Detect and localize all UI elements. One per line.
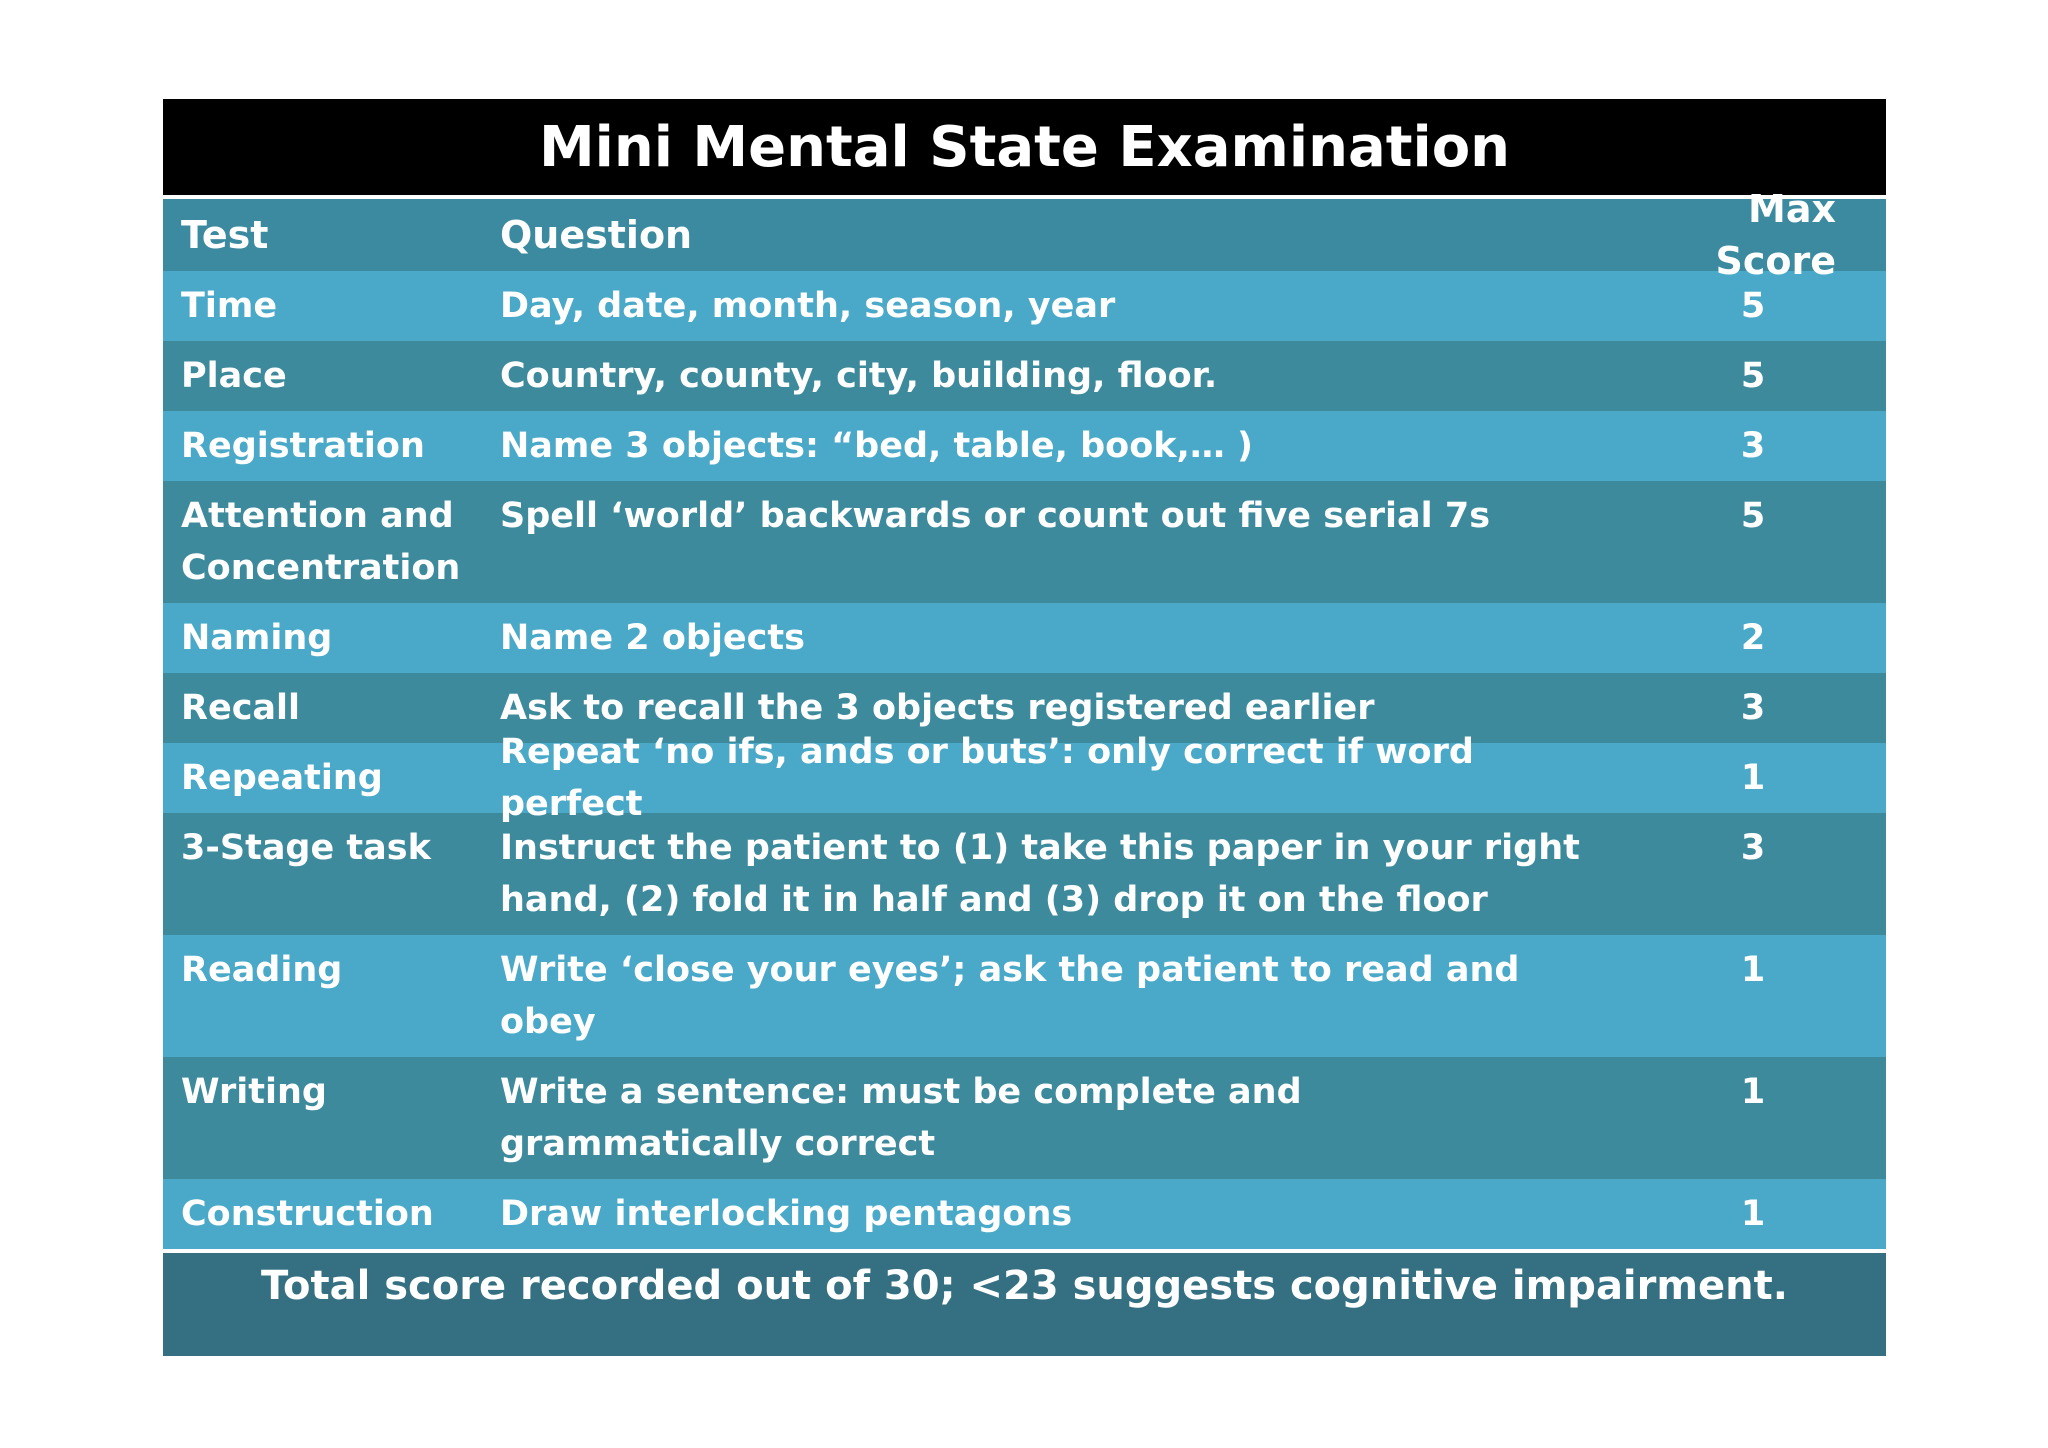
table-header-row: Test Question Max Score xyxy=(163,187,1886,283)
row-test: Construction xyxy=(181,1194,434,1234)
table-row: Registration Name 3 objects: “bed, table… xyxy=(163,411,1886,481)
table-row: Reading Write ‘close your eyes’; ask the… xyxy=(163,935,1886,1057)
table-row: Place Country, county, city, building, f… xyxy=(163,341,1886,411)
row-score: 5 xyxy=(1740,496,1766,536)
row-score: 5 xyxy=(1740,356,1766,396)
table-row: Naming Name 2 objects 2 xyxy=(163,603,1886,673)
row-question: Name 2 objects xyxy=(500,618,805,658)
row-question: Repeat ‘no ifs, ands or buts’: only corr… xyxy=(500,732,1474,824)
row-test: 3-Stage task xyxy=(181,828,431,868)
table-row: Repeating Repeat ‘no ifs, ands or buts’:… xyxy=(163,732,1886,824)
row-question: Ask to recall the 3 objects registered e… xyxy=(500,688,1375,728)
row-question: Spell ‘world’ backwards or count out fiv… xyxy=(500,496,1491,536)
row-score: 3 xyxy=(1740,688,1766,728)
table-row: Writing Write a sentence: must be comple… xyxy=(163,1057,1886,1179)
mmse-table: Test Question Max Score Time Day, date, … xyxy=(163,187,1886,1249)
row-question: Day, date, month, season, year xyxy=(500,286,1116,326)
row-test: Naming xyxy=(181,618,333,658)
row-question: Draw interlocking pentagons xyxy=(500,1194,1073,1234)
mmse-slide: Mini Mental State Examination Test Quest… xyxy=(163,99,1886,1356)
row-score: 3 xyxy=(1740,426,1766,466)
row-score: 1 xyxy=(1740,950,1766,990)
row-score: 1 xyxy=(1740,758,1766,798)
row-score: 1 xyxy=(1740,1194,1766,1234)
row-test: Attention and Concentration xyxy=(181,496,461,588)
row-test: Recall xyxy=(181,688,301,728)
row-question: Write ‘close your eyes’; ask the patient… xyxy=(500,950,1520,1042)
page-title: Mini Mental State Examination xyxy=(163,99,1886,195)
total-score-note: Total score recorded out of 30; <23 sugg… xyxy=(163,1253,1886,1356)
row-test: Repeating xyxy=(181,758,383,798)
row-question: Instruct the patient to (1) take this pa… xyxy=(500,828,1580,920)
row-score: 2 xyxy=(1740,618,1766,658)
row-question: Name 3 objects: “bed, table, book,… ) xyxy=(500,426,1254,466)
row-test: Place xyxy=(181,356,287,396)
row-test: Writing xyxy=(181,1072,327,1112)
row-test: Reading xyxy=(181,950,343,990)
row-test: Registration xyxy=(181,426,425,466)
table-row: Time Day, date, month, season, year 5 xyxy=(163,271,1886,341)
header-max-score: Max Score xyxy=(1715,187,1836,283)
row-score: 5 xyxy=(1740,286,1766,326)
header-test: Test xyxy=(181,213,269,257)
table-row: Attention and Concentration Spell ‘world… xyxy=(163,481,1886,603)
table-row: Construction Draw interlocking pentagons… xyxy=(163,1179,1886,1249)
row-test: Time xyxy=(181,286,278,326)
table-row: 3-Stage task Instruct the patient to (1)… xyxy=(163,813,1886,935)
row-question: Country, county, city, building, floor. xyxy=(500,356,1218,396)
row-score: 1 xyxy=(1740,1072,1766,1112)
table-row: Recall Ask to recall the 3 objects regis… xyxy=(163,673,1886,743)
row-score: 3 xyxy=(1740,828,1766,868)
header-question: Question xyxy=(500,213,693,257)
row-question: Write a sentence: must be complete and g… xyxy=(500,1072,1302,1164)
